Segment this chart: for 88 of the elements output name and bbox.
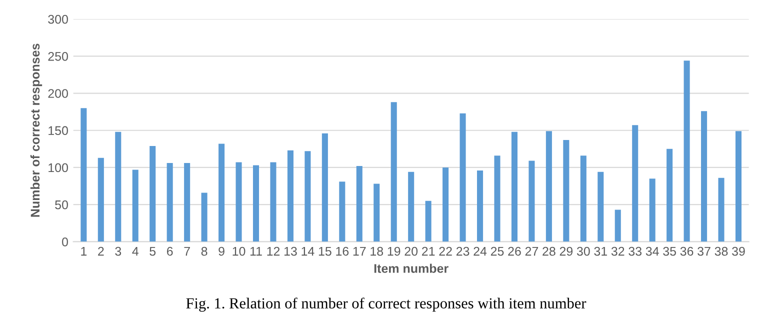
bar [477, 170, 484, 242]
x-tick-label: 26 [508, 246, 521, 256]
bar [718, 178, 724, 242]
bar [322, 133, 328, 242]
x-tick-label: 19 [388, 246, 400, 256]
x-tick-label: 25 [490, 246, 504, 256]
x-tick-label: 23 [456, 246, 470, 256]
x-tick-label: 13 [284, 246, 297, 256]
bar [425, 200, 432, 242]
x-axis-title: Item number [374, 264, 448, 273]
bar [236, 162, 242, 242]
bar [150, 146, 156, 242]
bar [390, 102, 397, 242]
y-tick-label: 300 [48, 14, 68, 24]
x-tick-label: 2 [98, 246, 104, 256]
bar [287, 150, 294, 242]
x-tick-label: 31 [594, 246, 607, 256]
bar [614, 210, 621, 242]
y-tick-label: 250 [48, 52, 68, 61]
x-tick-label: 38 [714, 246, 728, 256]
bar [339, 182, 346, 242]
bar [166, 163, 173, 242]
bar [666, 148, 673, 242]
x-tick-label: 27 [525, 246, 538, 256]
bar [270, 162, 276, 242]
x-tick-label: 34 [646, 246, 659, 256]
x-tick-label: 35 [663, 246, 676, 256]
x-tick-label: 30 [576, 246, 590, 256]
y-tick-label: 200 [48, 89, 68, 98]
x-tick-label: 6 [167, 246, 173, 256]
bar [115, 132, 122, 242]
bar [460, 113, 466, 242]
bar [580, 156, 586, 242]
x-tick-label: 21 [422, 246, 435, 256]
x-tick-label: 12 [267, 246, 280, 256]
x-tick-label: 3 [115, 246, 122, 256]
bar [632, 125, 638, 242]
y-tick-label: 150 [48, 126, 68, 136]
x-tick-label: 17 [353, 247, 366, 256]
bar [304, 151, 311, 242]
bar [684, 60, 690, 242]
bar [374, 184, 380, 242]
bar [735, 131, 742, 242]
bar [701, 111, 708, 242]
x-tick-label: 1 [81, 247, 87, 256]
x-tick-label: 22 [439, 246, 452, 256]
bar [598, 172, 604, 242]
bar [528, 160, 535, 242]
bar [649, 178, 656, 242]
x-tick-label: 24 [474, 246, 487, 256]
x-tick-label: 7 [184, 247, 190, 256]
bar [494, 156, 500, 242]
bar [184, 163, 190, 242]
x-tick-label: 10 [232, 246, 246, 256]
x-tick-label: 4 [132, 247, 138, 256]
x-tick-label: 16 [336, 246, 349, 256]
y-tick-label: 0 [62, 237, 68, 246]
bar [218, 144, 225, 242]
y-axis-title: Number of correct responses [30, 44, 42, 217]
x-tick-label: 28 [542, 246, 556, 256]
x-tick-label: 14 [302, 247, 314, 256]
x-tick-label: 20 [404, 246, 418, 256]
bar [563, 140, 570, 242]
x-tick-label: 39 [732, 246, 745, 256]
y-tick-label: 50 [55, 200, 68, 210]
bar [98, 158, 104, 242]
x-tick-label: 29 [560, 246, 573, 256]
x-tick-label: 15 [318, 247, 332, 256]
bar [252, 165, 260, 242]
x-tick-label: 37 [698, 246, 710, 256]
bar [80, 108, 87, 242]
bar [356, 166, 362, 242]
bar [511, 132, 518, 242]
x-tick-label: 32 [611, 246, 624, 256]
x-tick-label: 33 [628, 246, 642, 256]
x-tick-label: 18 [370, 246, 384, 256]
x-tick-label: 9 [218, 246, 224, 256]
bar [408, 172, 414, 242]
x-tick-label: 11 [250, 247, 262, 256]
caption: Fig. 1. Relation of number of correct responses with item number [186, 298, 586, 312]
x-tick-label: 8 [201, 246, 208, 256]
bar [546, 131, 552, 242]
x-tick-label: 36 [680, 246, 694, 256]
x-tick-label: 5 [150, 247, 156, 256]
bar [442, 167, 449, 242]
bar [132, 170, 138, 242]
bar [201, 192, 208, 242]
y-tick-label: 100 [48, 163, 68, 172]
